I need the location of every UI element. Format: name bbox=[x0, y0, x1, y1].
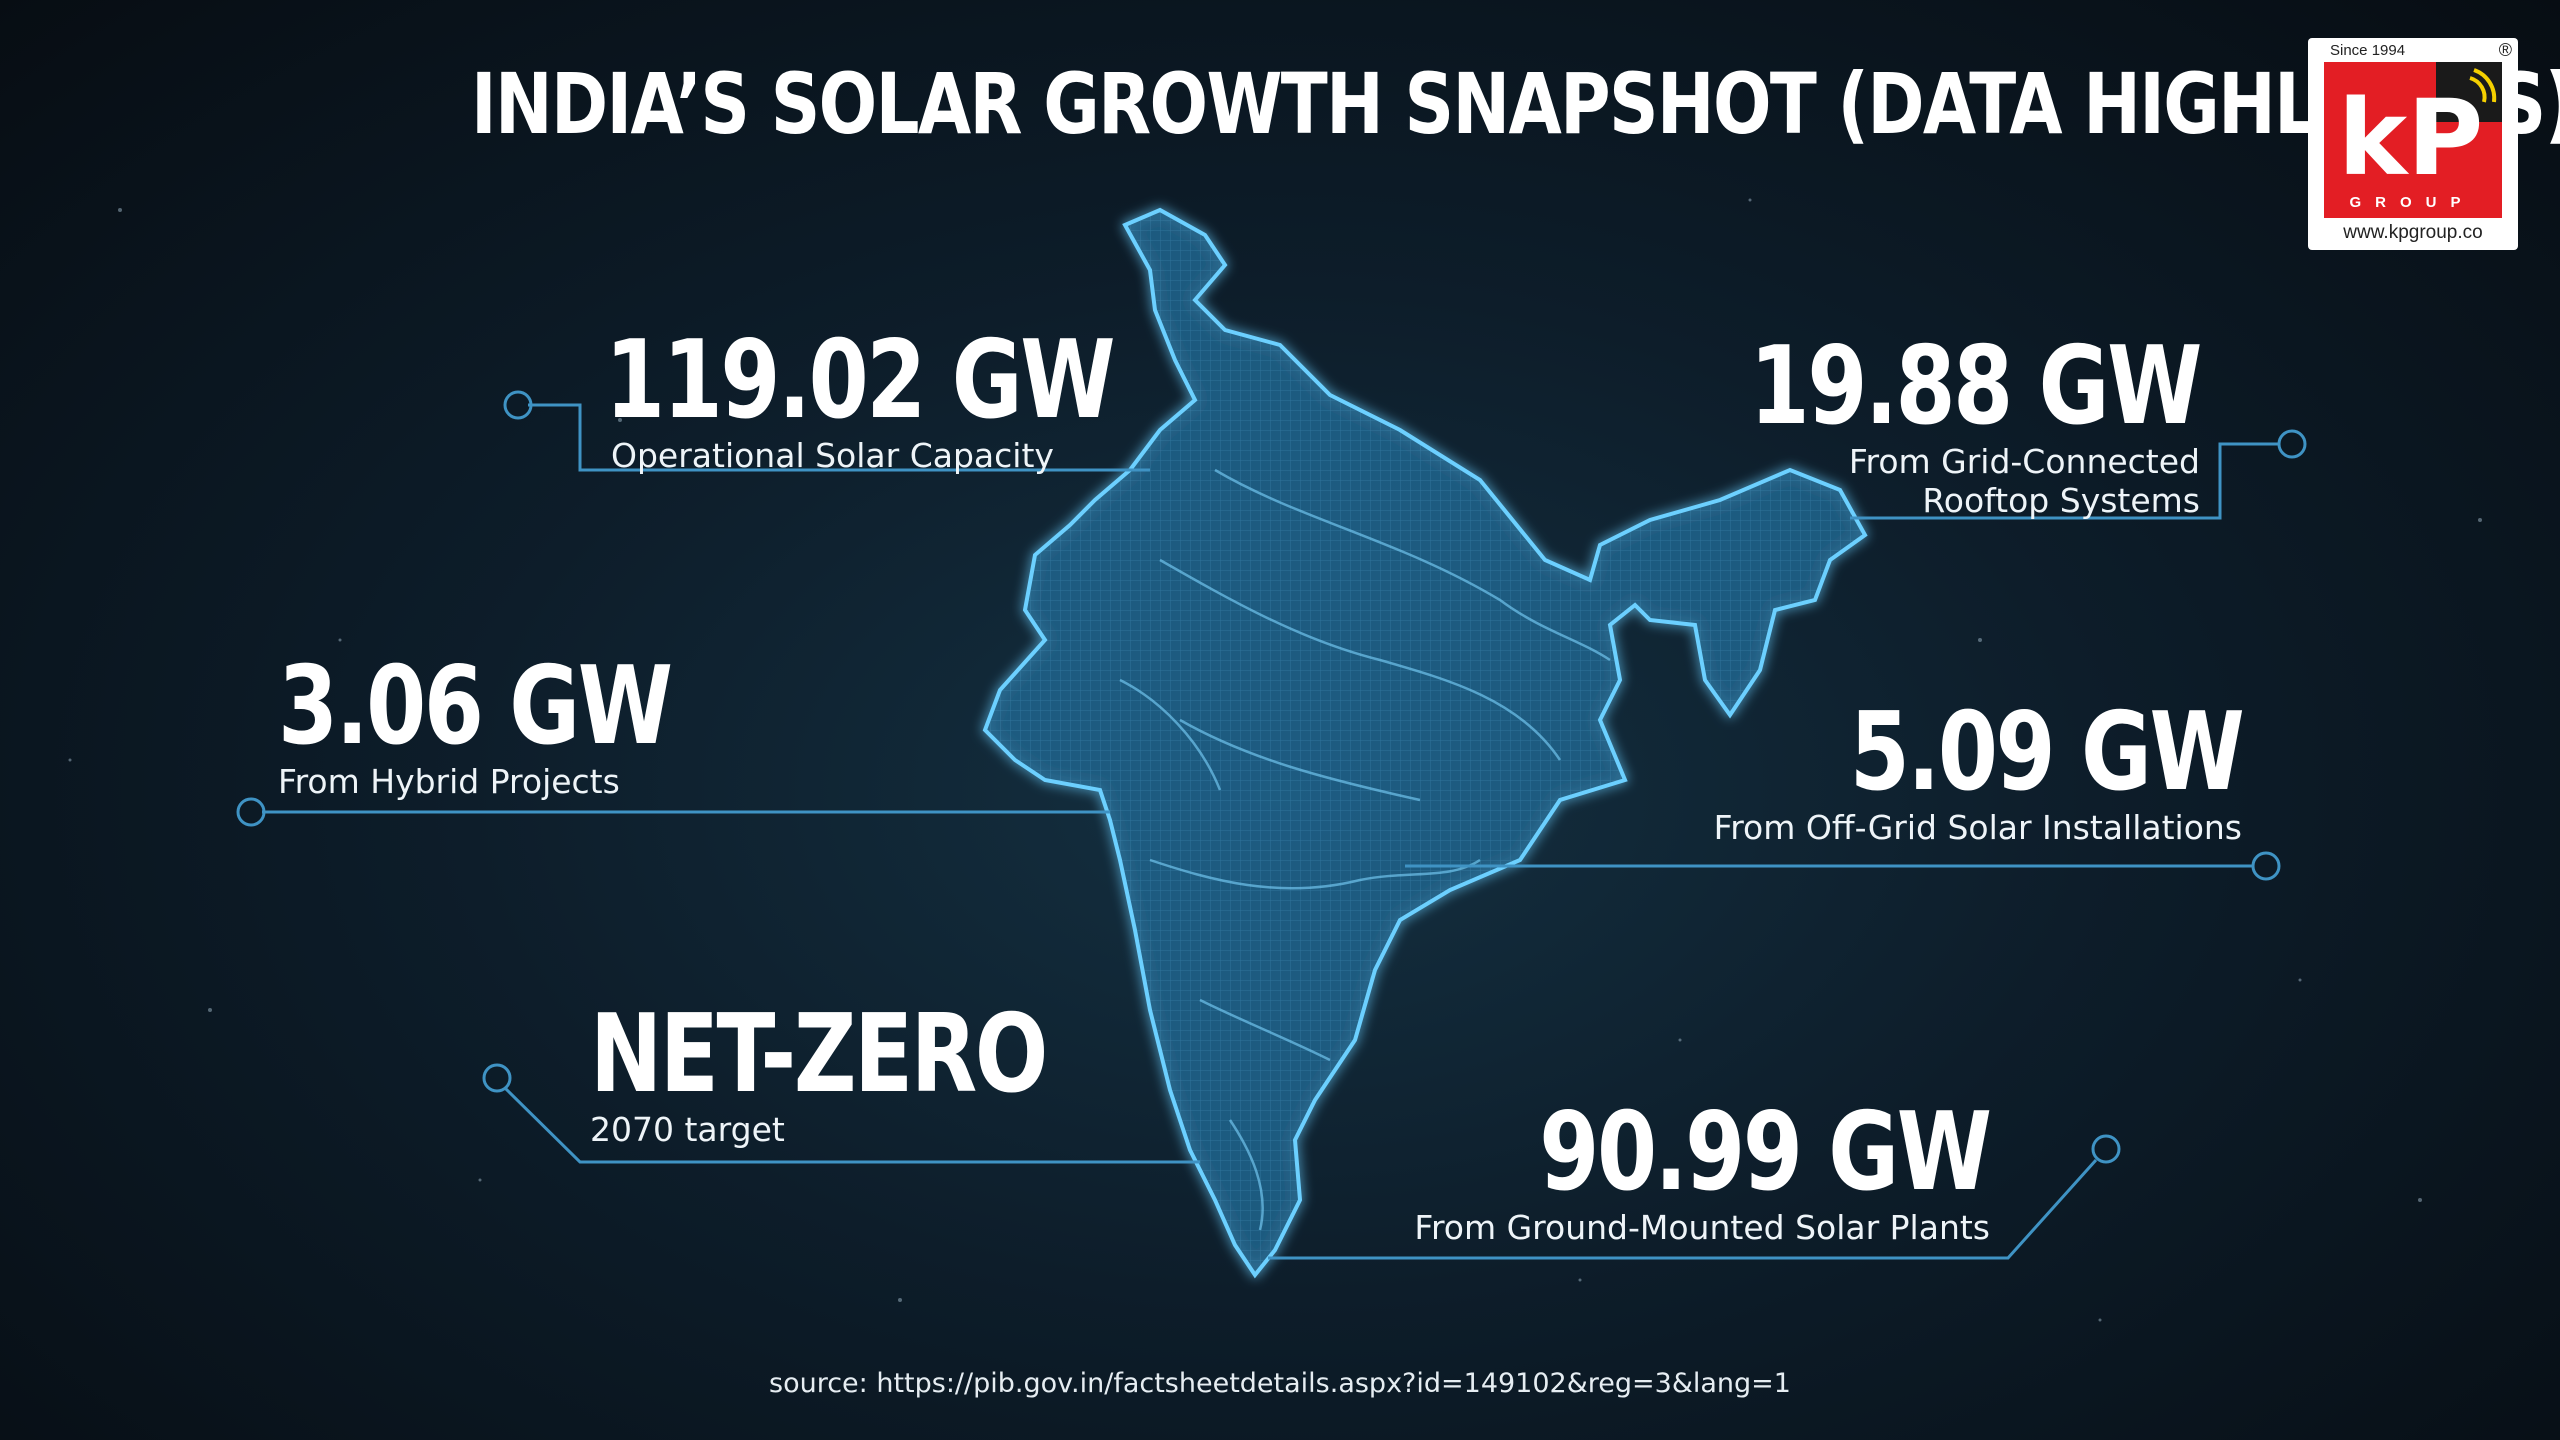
logo-group: GROUP bbox=[2349, 194, 2475, 211]
stat-value: 19.88 GW bbox=[1749, 324, 2203, 449]
page-title: INDIA’S SOLAR GROWTH SNAPSHOT (DATA HIGH… bbox=[471, 55, 2560, 153]
stat-value: 3.06 GW bbox=[278, 644, 673, 769]
stat-ground-mounted: 90.99 GW From Ground-Mounted Solar Plant… bbox=[1414, 1090, 1993, 1248]
stat-caption: From Hybrid Projects bbox=[278, 762, 620, 801]
stat-caption: From Off-Grid Solar Installations bbox=[1713, 808, 2242, 847]
source-citation: source: https://pib.gov.in/factsheetdeta… bbox=[769, 1368, 1791, 1399]
leader-lines bbox=[236, 390, 2307, 1260]
stat-value: NET-ZERO bbox=[590, 992, 1048, 1117]
stat-operational-capacity: 119.02 GW Operational Solar Capacity bbox=[605, 318, 1240, 476]
stat-rooftop: 19.88 GW From Grid-Connected Rooftop Sys… bbox=[1637, 324, 2203, 521]
stat-caption-line2: Rooftop Systems bbox=[1922, 481, 2200, 520]
kp-group-logo: Since 1994 ® kP GROUP www.kpgroup.co bbox=[2308, 38, 2518, 250]
stat-caption-line1: From Grid-Connected bbox=[1848, 442, 2200, 481]
stat-value: 119.02 GW bbox=[605, 318, 1116, 443]
stat-off-grid: 5.09 GW From Off-Grid Solar Installation… bbox=[1713, 690, 2245, 848]
registered-icon: ® bbox=[2498, 40, 2512, 60]
starfield bbox=[68, 198, 2482, 1322]
stat-value: 5.09 GW bbox=[1849, 690, 2244, 815]
logo-url: www.kpgroup.co bbox=[2343, 222, 2483, 243]
stat-caption: Operational Solar Capacity bbox=[611, 436, 1054, 475]
logo-since: Since 1994 bbox=[2330, 42, 2406, 59]
stat-value: 90.99 GW bbox=[1539, 1090, 1993, 1215]
stat-net-zero: NET-ZERO 2070 target bbox=[590, 992, 1160, 1150]
logo-letters: kP bbox=[2338, 77, 2483, 199]
stat-caption: From Ground-Mounted Solar Plants bbox=[1414, 1208, 1990, 1247]
india-map bbox=[982, 207, 1868, 1279]
stat-caption: 2070 target bbox=[590, 1110, 785, 1149]
stat-hybrid: 3.06 GW From Hybrid Projects bbox=[278, 644, 769, 802]
logo-mark: kP bbox=[2324, 62, 2502, 218]
